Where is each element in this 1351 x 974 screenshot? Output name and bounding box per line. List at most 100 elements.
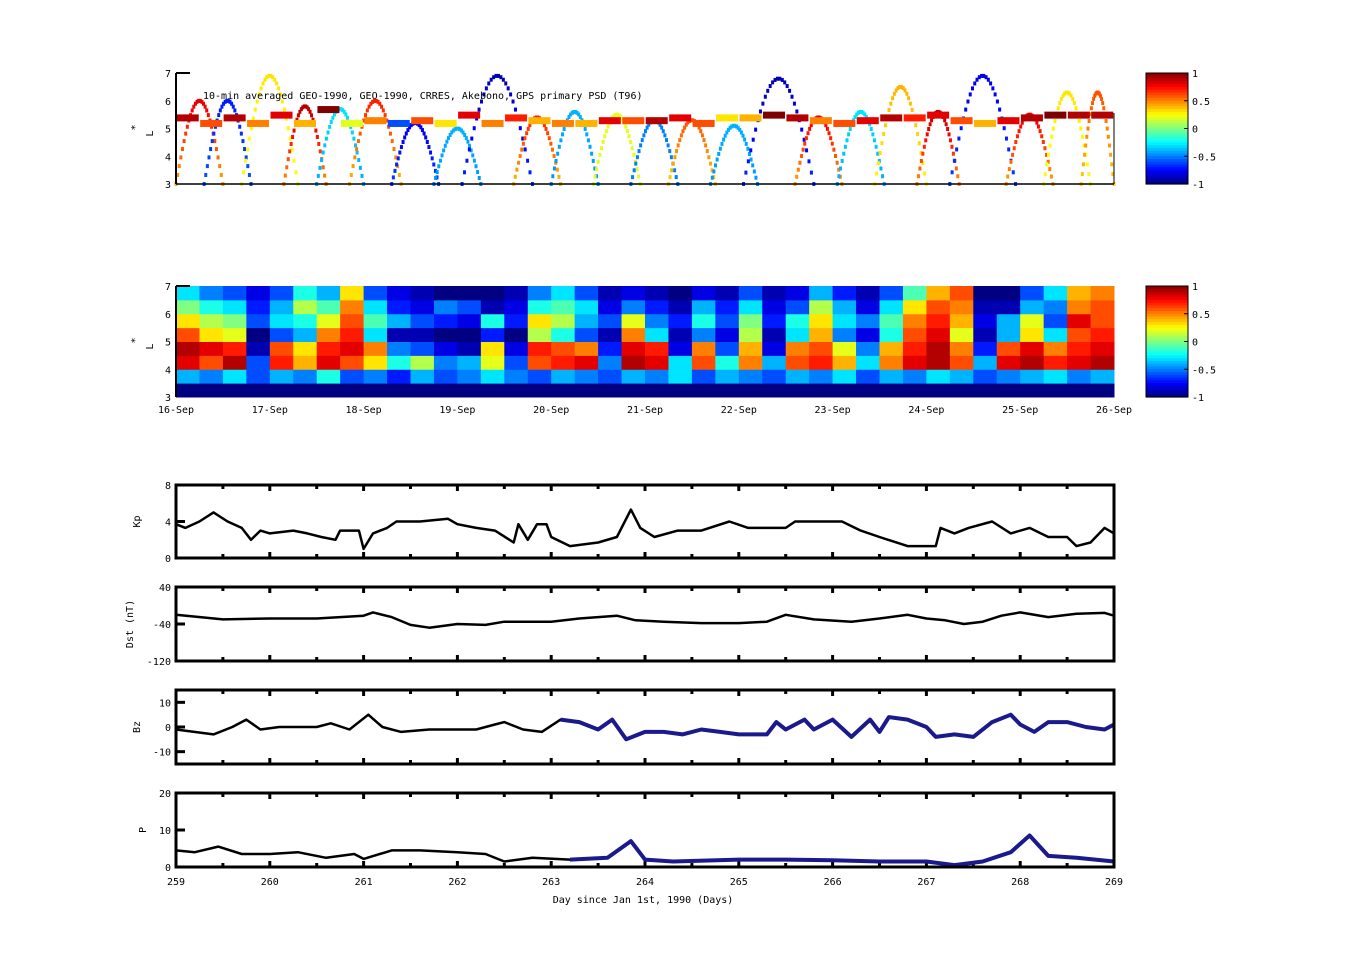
psd-point — [744, 170, 748, 175]
psd-point — [1100, 96, 1104, 101]
geo-psd-point — [786, 114, 809, 122]
psd-point — [674, 175, 678, 180]
heatmap-cell — [762, 286, 787, 301]
heatmap-cell — [598, 383, 623, 398]
psd-point — [320, 158, 324, 163]
psd-point — [637, 149, 641, 154]
psd-point — [271, 75, 275, 80]
psd-point — [289, 141, 293, 146]
heatmap-cell — [879, 313, 904, 329]
psd-point — [222, 101, 226, 106]
psd-point — [251, 116, 255, 121]
psd-point — [318, 165, 322, 170]
heatmap-cell — [316, 313, 341, 329]
colorbar-cell — [1146, 109, 1188, 113]
psd-point — [880, 141, 884, 146]
psd-point — [1002, 126, 1006, 131]
psd-point — [482, 92, 486, 97]
psd-point — [549, 141, 553, 146]
psd-point — [842, 151, 846, 156]
heatmap-cell — [1043, 341, 1068, 356]
colorbar-cell — [1146, 73, 1188, 77]
heatmap-cell — [902, 299, 927, 315]
geo-psd-point — [669, 114, 692, 122]
heatmap-cell — [246, 355, 271, 370]
psd-point — [954, 166, 958, 171]
psd-point — [275, 81, 279, 86]
colorbar-cell — [1146, 291, 1188, 295]
psd-point — [244, 158, 248, 163]
heatmap-cell — [199, 355, 224, 370]
psd-point — [864, 114, 868, 119]
psd-point — [928, 122, 932, 127]
psd-point — [800, 127, 804, 132]
heatmap-cell — [269, 355, 294, 370]
heatmap-cell — [1090, 369, 1115, 384]
psd-point — [899, 85, 903, 90]
psd-point — [743, 137, 747, 142]
heatmap-cell — [246, 369, 271, 384]
psd-point — [1011, 170, 1015, 175]
psd-point — [247, 136, 251, 141]
psd-point — [668, 149, 672, 154]
heatmap-cell — [762, 341, 787, 356]
heatmap-cell — [879, 299, 904, 315]
psd-point — [468, 143, 472, 148]
colorbar-tick-label: -1 — [1192, 180, 1204, 191]
heatmap-cell — [785, 313, 810, 329]
heatmap-cell — [527, 286, 552, 301]
heatmap-cell — [551, 299, 576, 315]
heatmap-cell — [996, 313, 1021, 329]
psd-point — [496, 73, 500, 78]
heatmap-cell — [480, 355, 505, 370]
heatmap-cell — [668, 383, 693, 398]
psd-point — [730, 124, 734, 129]
psd-point — [341, 108, 345, 113]
psd-point — [472, 126, 476, 131]
psd-point — [669, 155, 673, 160]
heatmap-cell — [832, 341, 857, 356]
heatmap-cell — [340, 327, 365, 342]
psd-point — [217, 113, 221, 118]
psd-point — [385, 118, 389, 123]
psd-point — [177, 164, 181, 169]
psd-point — [445, 139, 449, 144]
psd-point — [697, 125, 701, 130]
heatmap-cell — [527, 369, 552, 384]
heatmap-cell — [316, 299, 341, 315]
heatmap-cell — [1067, 383, 1092, 398]
psd-point — [876, 151, 880, 156]
psd-point — [220, 104, 224, 109]
psd-point — [751, 163, 755, 168]
heatmap-cell — [527, 355, 552, 370]
psd-point — [573, 109, 577, 114]
heatmap-cell — [1043, 299, 1068, 315]
psd-point — [708, 161, 712, 166]
psd-point — [930, 118, 934, 123]
psd-point — [856, 110, 860, 115]
psd-point — [645, 125, 649, 130]
heatmap-cell — [785, 369, 810, 384]
geo-psd-point — [364, 117, 387, 125]
psd-point — [845, 138, 849, 143]
psd-point — [879, 166, 883, 171]
colorbar-cell — [1146, 172, 1188, 177]
psd-point — [204, 172, 208, 177]
heatmap-cell — [902, 383, 927, 398]
psd-scatter-panel: 3 4 5 6 7 L * 1 0.5 0 -0.5 -1 — [130, 69, 1216, 191]
heatmap-cell — [668, 327, 693, 342]
psd-point — [998, 107, 1002, 112]
heatmap-cell — [246, 299, 271, 315]
psd-point — [986, 77, 990, 82]
heatmap-cell — [949, 313, 974, 329]
psd-point — [768, 84, 772, 89]
geo-psd-point — [762, 111, 785, 119]
heatmap-cell — [199, 299, 224, 315]
psd-point — [882, 131, 886, 136]
psd-point — [634, 161, 638, 166]
psd-point — [804, 136, 808, 141]
psd-point — [358, 131, 362, 136]
psd-point — [1020, 120, 1024, 125]
heatmap-cell — [433, 299, 458, 315]
heatmap-cell — [433, 383, 458, 398]
